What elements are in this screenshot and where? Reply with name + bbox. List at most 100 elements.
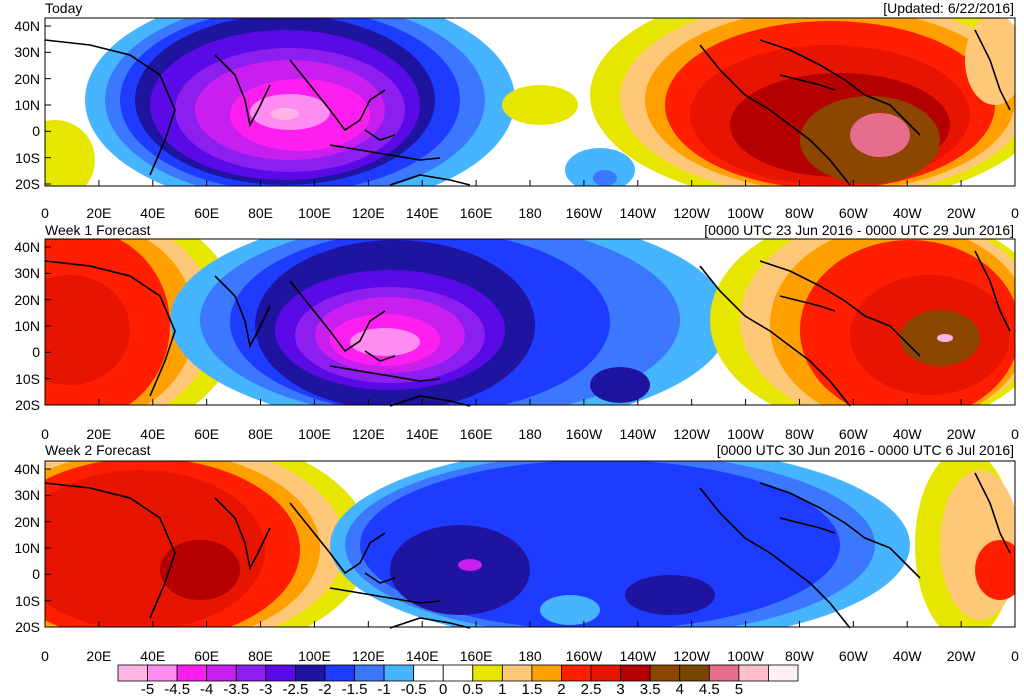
coastline-path — [364, 129, 396, 141]
lon-label: 120W — [673, 426, 710, 442]
coastline-path — [214, 497, 271, 571]
colorbar-tick-label: 3 — [616, 681, 625, 698]
lon-label: 60W — [838, 205, 868, 221]
lon-label: 0 — [1011, 205, 1019, 221]
lon-label: 0 — [41, 426, 49, 442]
lon-label: 0 — [1011, 648, 1019, 664]
lon-label: 160W — [565, 205, 603, 221]
coastline-path — [974, 472, 1011, 554]
lat-label: 20N — [14, 291, 40, 308]
coastline-path — [329, 365, 441, 382]
lon-label: 60E — [194, 426, 220, 442]
lon-label: 20W — [946, 426, 976, 442]
coastline-path — [759, 39, 921, 136]
lat-label: 30N — [14, 487, 40, 504]
colorbar-tick-label: -5 — [140, 681, 155, 698]
coastline-path — [364, 572, 396, 584]
coastline-path — [699, 487, 851, 629]
lon-label: 120E — [351, 426, 385, 442]
colorbar-swatch — [708, 664, 740, 682]
coastline-path — [214, 54, 271, 128]
colorbar-swatch — [383, 664, 415, 682]
lon-label: 180 — [518, 426, 542, 442]
panel-1-updated-label: [Updated: 6/22/2016] — [883, 0, 1014, 16]
colorbar-tick-label: 4.5 — [698, 681, 720, 698]
panel-1-map — [45, 18, 1015, 186]
coastline-path — [699, 265, 851, 407]
colorbar-tick-label: -0.5 — [400, 681, 427, 698]
lon-label: 20E — [86, 426, 112, 442]
panel-1-title: Today — [45, 0, 83, 16]
lat-label: 10S — [15, 592, 40, 609]
lon-label: 100W — [727, 426, 764, 442]
lat-label: 20S — [15, 619, 40, 635]
lat-label: 40N — [14, 239, 40, 255]
colorbar-tick-label: -1 — [377, 681, 391, 698]
lat-label: 0 — [32, 344, 40, 361]
lon-label: 140W — [619, 648, 657, 664]
panel-3-map — [45, 461, 1015, 627]
coastline-path — [974, 250, 1011, 332]
coastline-path — [389, 395, 471, 407]
lon-label: 80E — [248, 426, 274, 442]
lon-label: 140W — [619, 205, 657, 221]
lat-label: 10S — [15, 149, 40, 166]
colorbar-swatch — [768, 664, 799, 682]
lon-label: 160W — [565, 648, 603, 664]
lon-label: 40E — [140, 426, 166, 442]
lon-label: 120E — [351, 205, 385, 221]
coastline-path — [44, 482, 176, 619]
panel-3-title: Week 2 Forecast — [45, 442, 151, 458]
coastline-path — [974, 29, 1011, 111]
lon-label: 100E — [298, 648, 331, 664]
colorbar-swatch — [413, 664, 444, 682]
coastline-path — [289, 280, 386, 353]
colorbar-tick-label: 2 — [557, 681, 566, 698]
coastline-path — [759, 260, 921, 357]
colorbar-swatch — [472, 664, 503, 682]
lon-label: 160E — [459, 426, 493, 442]
lon-label: 60W — [838, 426, 868, 442]
colorbar-tick-label: -2 — [318, 681, 332, 698]
lon-label: 0 — [41, 648, 49, 664]
lon-label: 60E — [194, 648, 220, 664]
coastline-path — [364, 350, 396, 362]
colorbar-tick-label: 2.5 — [580, 681, 602, 698]
coastline-path — [699, 44, 851, 186]
colorbar-tick-label: 3.5 — [639, 681, 661, 698]
colorbar-swatch — [354, 664, 385, 682]
lon-label: 80E — [248, 648, 274, 664]
coastline-path — [289, 502, 386, 575]
lon-label: 0 — [1011, 426, 1019, 442]
lat-label: 10N — [14, 540, 40, 556]
panel-2-title: Week 1 Forecast — [45, 222, 151, 238]
colorbar-tick-label: -1.5 — [341, 681, 368, 698]
colorbar — [117, 664, 799, 682]
colorbar-swatch — [176, 664, 208, 682]
lon-label: 80W — [785, 426, 814, 442]
axis-ticks — [44, 25, 1016, 628]
colorbar-tick-label: -3.5 — [223, 681, 250, 698]
colorbar-swatch — [117, 664, 148, 682]
lon-label: 0 — [41, 205, 49, 221]
colorbar-swatch — [738, 664, 769, 682]
colorbar-swatch — [501, 664, 533, 682]
colorbar-swatch — [265, 664, 296, 682]
lon-label: 180 — [518, 205, 542, 221]
lat-label: 20N — [14, 513, 40, 530]
lat-label: 20S — [15, 176, 40, 192]
colorbar-tick-label: -3 — [259, 681, 273, 698]
colorbar-swatch — [147, 664, 178, 682]
lon-label: 180 — [518, 648, 542, 664]
colorbar-tick-label: -4 — [200, 681, 214, 698]
coastline-path — [329, 587, 441, 604]
coastline-path — [289, 59, 386, 132]
colorbar-swatch — [590, 664, 622, 682]
lon-label: 20E — [86, 205, 112, 221]
panel-3-date-range: [0000 UTC 30 Jun 2016 - 0000 UTC 6 Jul 2… — [716, 442, 1014, 458]
lon-label: 40W — [892, 648, 922, 664]
lat-label: 30N — [14, 44, 40, 61]
colorbar-swatch — [235, 664, 267, 682]
lon-label: 100W — [727, 648, 764, 664]
coastline-path — [214, 275, 271, 349]
